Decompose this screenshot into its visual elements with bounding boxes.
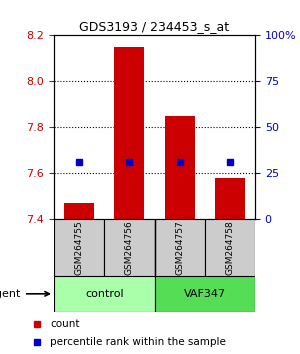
Bar — [154, 219, 205, 276]
Bar — [54, 276, 154, 312]
Text: GSM264757: GSM264757 — [175, 221, 184, 275]
Title: GDS3193 / 234453_s_at: GDS3193 / 234453_s_at — [80, 20, 230, 33]
Bar — [114, 47, 145, 219]
Bar — [64, 204, 94, 219]
Text: GSM264756: GSM264756 — [125, 221, 134, 275]
Text: GSM264755: GSM264755 — [75, 221, 84, 275]
Text: count: count — [50, 319, 80, 329]
Bar — [205, 219, 255, 276]
Text: VAF347: VAF347 — [184, 289, 226, 299]
Text: percentile rank within the sample: percentile rank within the sample — [50, 337, 226, 347]
Bar — [165, 116, 195, 219]
Bar — [54, 219, 104, 276]
Text: GSM264758: GSM264758 — [225, 221, 234, 275]
Bar — [154, 276, 255, 312]
Text: control: control — [85, 289, 124, 299]
Text: agent: agent — [0, 289, 50, 299]
Bar — [104, 219, 154, 276]
Bar — [215, 178, 245, 219]
